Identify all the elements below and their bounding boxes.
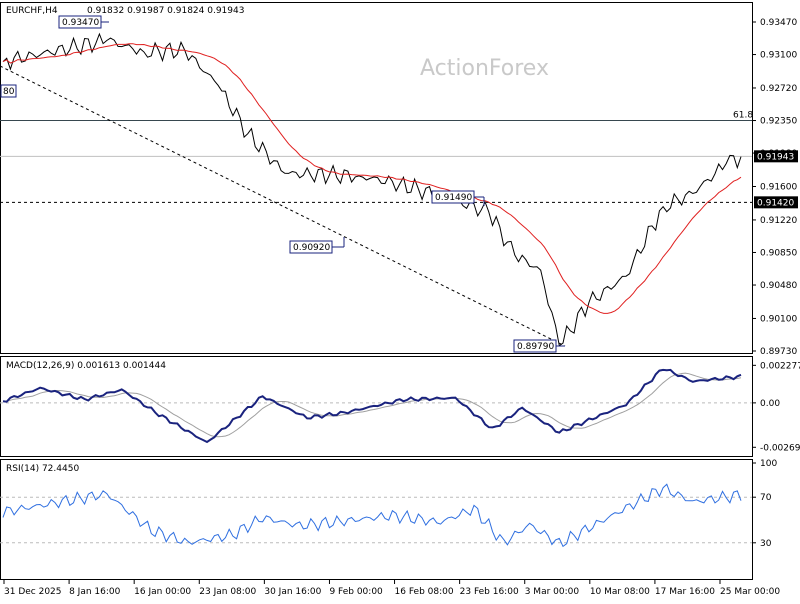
rsi-panel: RSI(14) 72.4450 100 70 30: [0, 459, 777, 580]
annotation-left-text: 80: [3, 87, 15, 97]
annotation-swing-text: 0.90920: [293, 243, 330, 253]
x-tick-label: 16 Jan 00:00: [134, 587, 191, 597]
annotation-left: 80: [0, 84, 17, 98]
x-tick-label: 9 Feb 00:00: [329, 587, 383, 597]
rsi-tick-label: 100: [760, 459, 777, 469]
rsi-y-axis: 100 70 30: [752, 459, 777, 549]
price-title: EURCHF,H4: [6, 6, 58, 16]
x-tick-label: 23 Jan 08:00: [199, 587, 256, 597]
x-tick-label: 10 Mar 08:00: [590, 587, 650, 597]
watermark: ActionForex: [420, 56, 549, 81]
price-tick-label: 0.90100: [760, 314, 797, 324]
x-tick-label: 25 Mar 00:00: [720, 587, 780, 597]
ohlc-label: 0.91832 0.91987 0.91824 0.91943: [87, 6, 244, 16]
x-tick-label: 3 Mar 00:00: [525, 587, 580, 597]
price-tick-label: 0.93100: [760, 51, 797, 61]
level-price-tag: [754, 196, 798, 209]
annotation-mid-text: 0.91490: [435, 193, 472, 203]
price-tick-label: 0.90480: [760, 281, 797, 291]
last-price-tag: [754, 150, 798, 163]
x-tick-label: 23 Feb 16:00: [460, 587, 519, 597]
price-tick-label: 0.91600: [760, 183, 797, 193]
macd-line: [2, 368, 742, 444]
price-panel: ActionForex EURCHF,H4 0.91832 0.91987 0.…: [0, 2, 798, 357]
annotation-low-text: 0.89790: [517, 342, 554, 352]
macd-title: MACD(12,26,9) 0.001613 0.001444: [6, 361, 166, 371]
annotation-high: 0.93470: [58, 15, 109, 29]
price-tick-label: 0.93470: [760, 18, 797, 28]
rsi-line: [2, 483, 742, 548]
macd-tick-label: 0.00: [760, 399, 780, 409]
x-tick-label: 31 Dec 2025: [4, 587, 62, 597]
last-price-tag-text: 0.91943: [757, 152, 794, 162]
x-tick-label: 16 Feb 08:00: [395, 587, 454, 597]
annotation-mid: 0.91490: [431, 190, 485, 206]
price-tick-label: 0.92720: [760, 84, 797, 94]
price-y-axis: 0.934700.931000.927200.923500.919800.916…: [752, 18, 798, 357]
price-tick-label: 0.91220: [760, 216, 797, 226]
annotation-high-text: 0.93470: [62, 18, 99, 28]
price-tick-label: 0.89730: [760, 347, 797, 357]
rsi-tick-label: 70: [760, 493, 772, 503]
time-x-axis: 31 Dec 2025 8 Jan 16:00 16 Jan 00:00 23 Jan…: [3, 580, 780, 597]
macd-y-axis: 0.002277 0.00 -0.002693: [752, 361, 800, 453]
level-price-tag-text: 0.91420: [757, 198, 794, 208]
macd-tick-label: -0.002693: [760, 443, 800, 453]
rsi-panel-frame: [0, 459, 753, 580]
macd-tick-label: 0.002277: [760, 361, 800, 371]
rsi-title: RSI(14) 72.4450: [6, 464, 79, 474]
price-panel-frame: [0, 2, 753, 354]
annotation-swing: 0.90920: [289, 237, 345, 254]
rsi-tick-label: 30: [760, 539, 772, 549]
fib-label: 61.8: [733, 111, 753, 121]
annotation-low: 0.89790: [513, 339, 565, 353]
macd-panel: MACD(12,26,9) 0.001613 0.001444 0.002277…: [0, 356, 800, 457]
moving-average-line: [2, 43, 742, 314]
price-tick-label: 0.92350: [760, 117, 797, 127]
price-series-line: [2, 32, 742, 347]
macd-panel-frame: [0, 356, 753, 457]
x-tick-label: 8 Jan 16:00: [69, 587, 121, 597]
price-tick-label: 0.90850: [760, 248, 797, 258]
x-tick-label: 30 Jan 16:00: [264, 587, 321, 597]
x-tick-label: 17 Mar 16:00: [655, 587, 715, 597]
